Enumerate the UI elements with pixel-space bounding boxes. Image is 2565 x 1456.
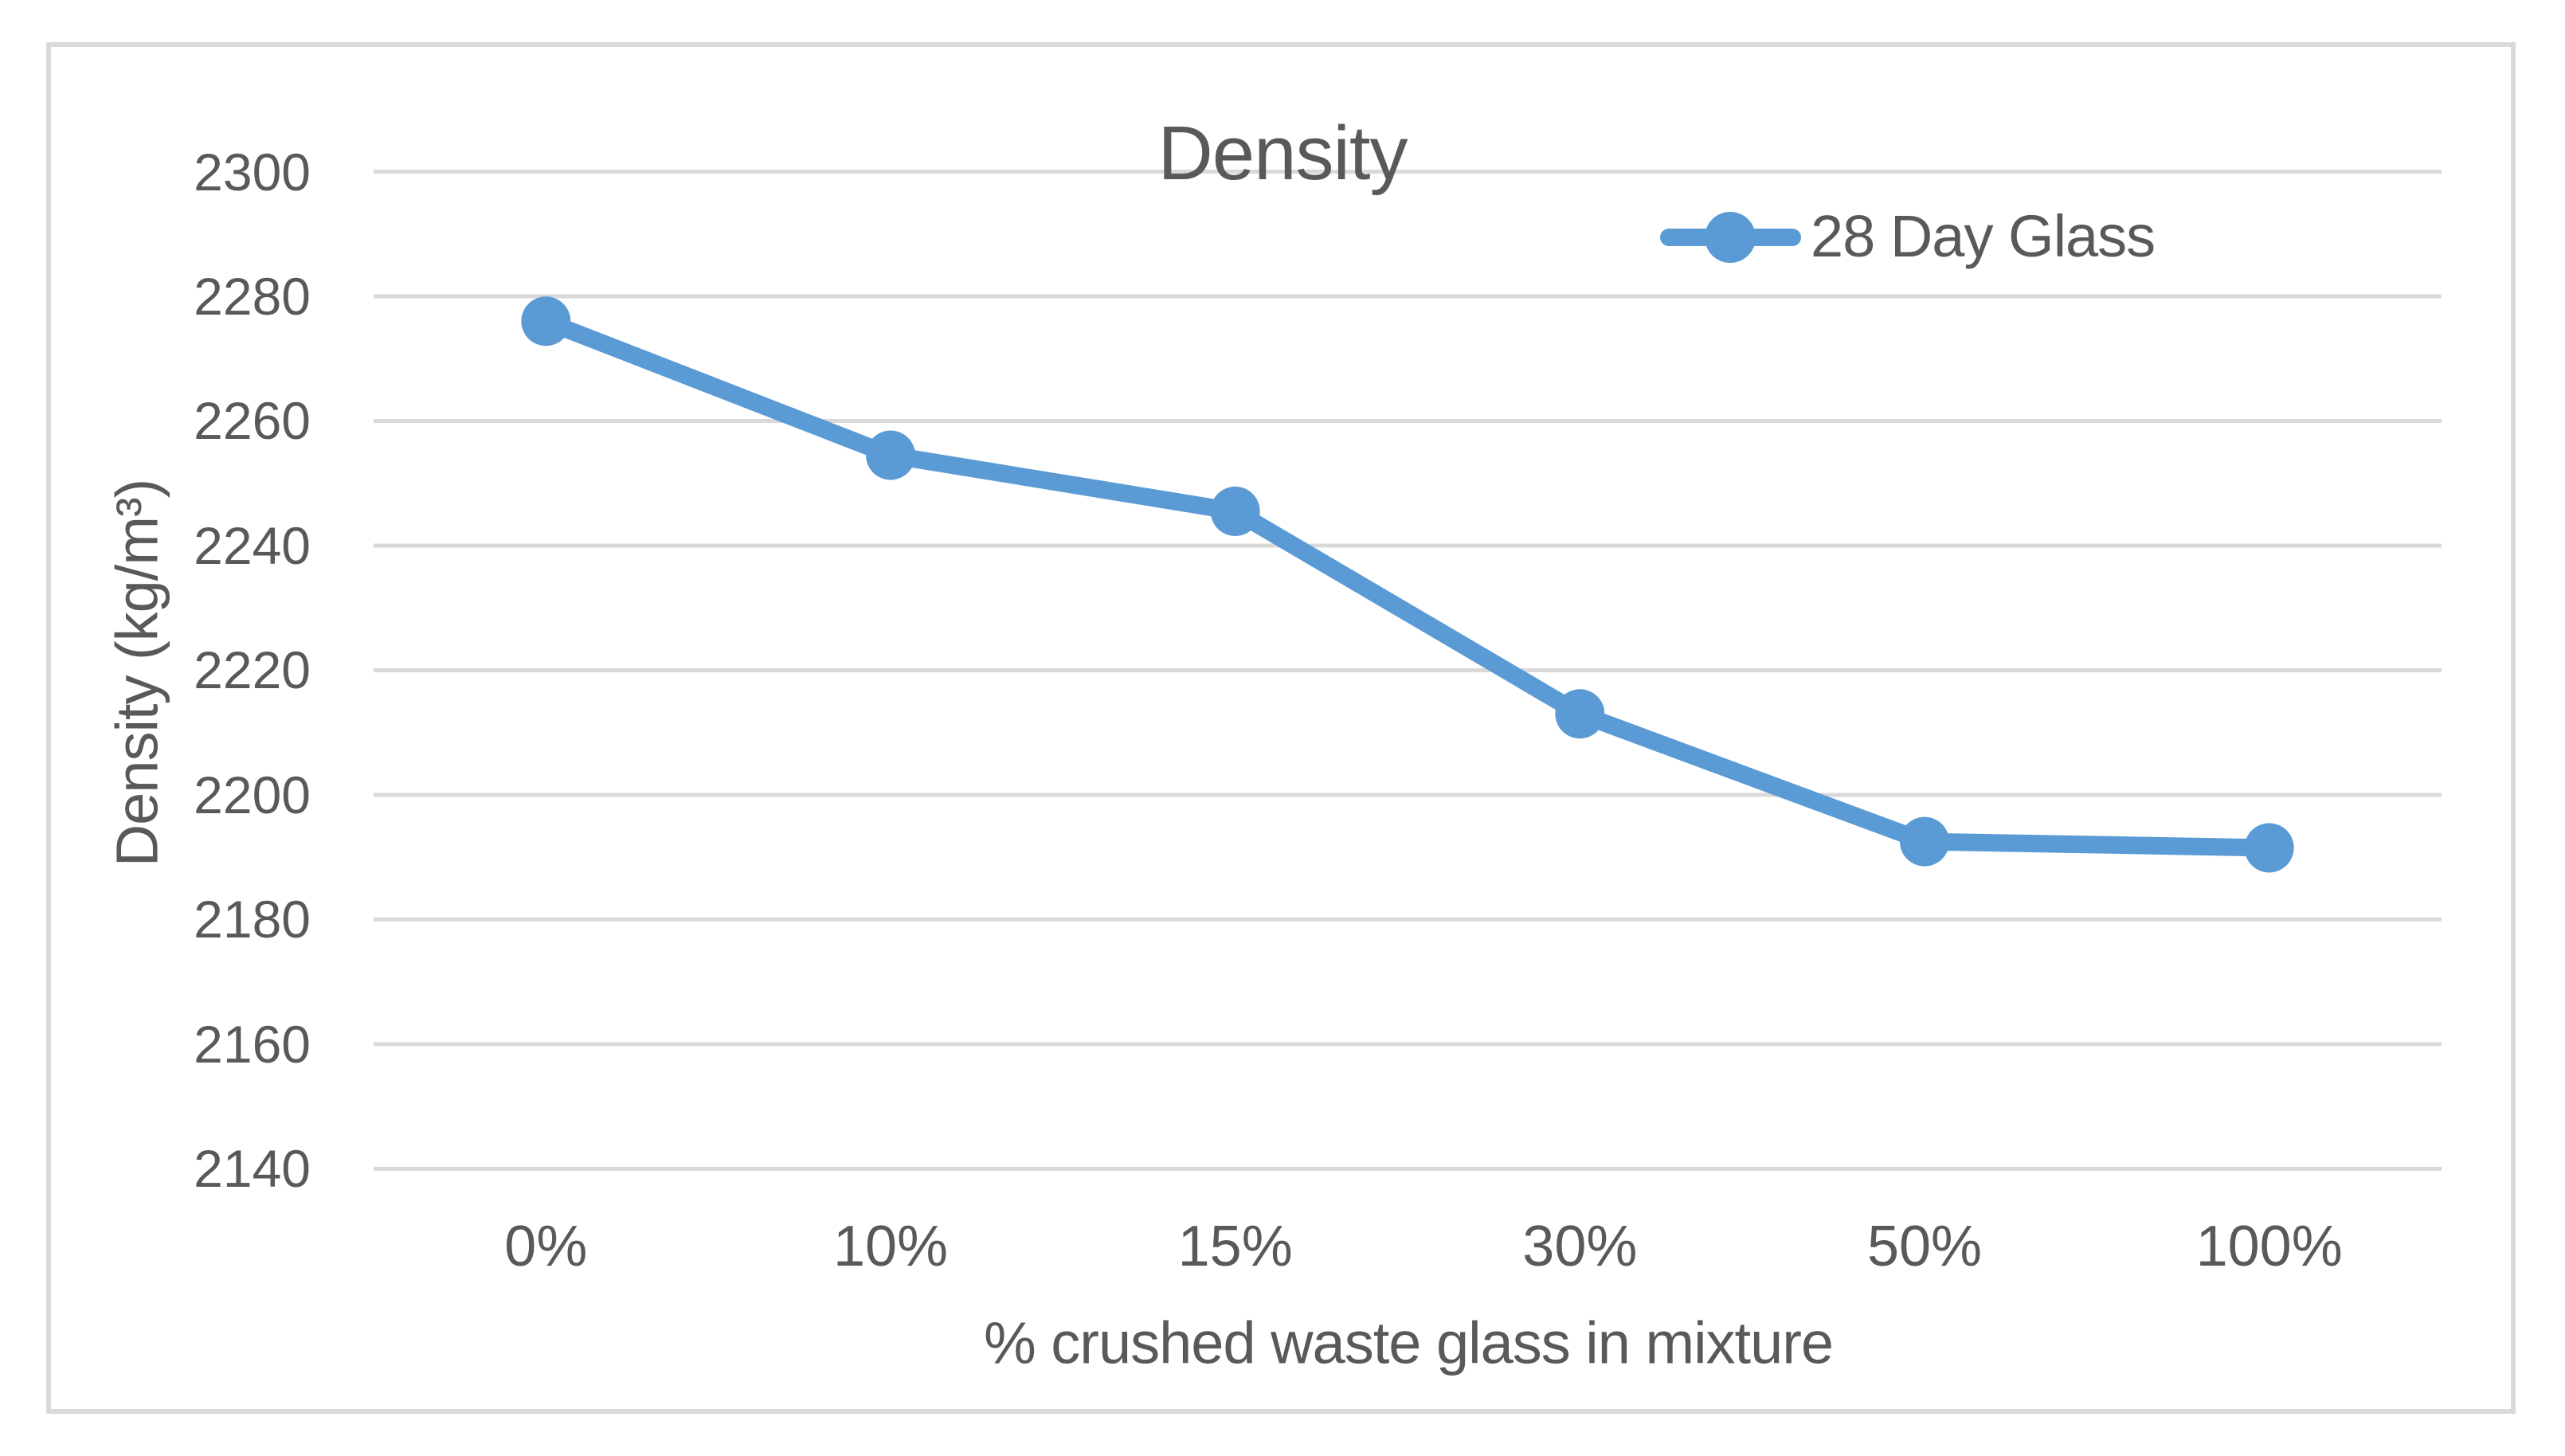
y-axis-tick-label: 2140 (194, 1139, 311, 1199)
y-axis-tick-label: 2160 (194, 1014, 311, 1074)
x-axis-tick-label: 15% (1177, 1215, 1293, 1278)
y-axis-tick-label: 2240 (194, 515, 311, 575)
y-axis-tick-label: 2300 (194, 142, 311, 202)
data-point-marker (1555, 689, 1605, 739)
legend-marker-dot-icon (1705, 212, 1756, 263)
series-line (537, 312, 2278, 857)
x-axis-tick-label: 30% (1522, 1215, 1638, 1278)
x-axis-title: % crushed waste glass in mixture (983, 1309, 1834, 1376)
y-axis-tick-label: 2280 (194, 266, 311, 326)
data-point-marker (1900, 816, 1949, 867)
chart-title: Density (1157, 111, 1408, 196)
x-axis-tick-label: 100% (2195, 1215, 2343, 1278)
data-point-marker (521, 296, 571, 346)
data-point-marker (2244, 823, 2294, 873)
data-point-marker (1210, 486, 1260, 536)
y-axis-tick-label: 2180 (194, 890, 311, 949)
x-axis-tick-label: 0% (504, 1215, 588, 1278)
y-axis-title: Density (kg/m³) (104, 479, 170, 867)
x-axis-tick-label: 10% (832, 1215, 949, 1278)
y-axis-tick-label: 2200 (194, 765, 311, 824)
data-point-marker (866, 430, 915, 480)
x-axis-tick-label: 50% (1866, 1215, 1983, 1278)
y-axis-tick-label: 2220 (194, 640, 311, 700)
chart-border (46, 42, 2516, 1414)
y-axis-tick-label: 2260 (194, 391, 311, 451)
legend-series-label: 28 Day Glass (1811, 202, 2156, 269)
